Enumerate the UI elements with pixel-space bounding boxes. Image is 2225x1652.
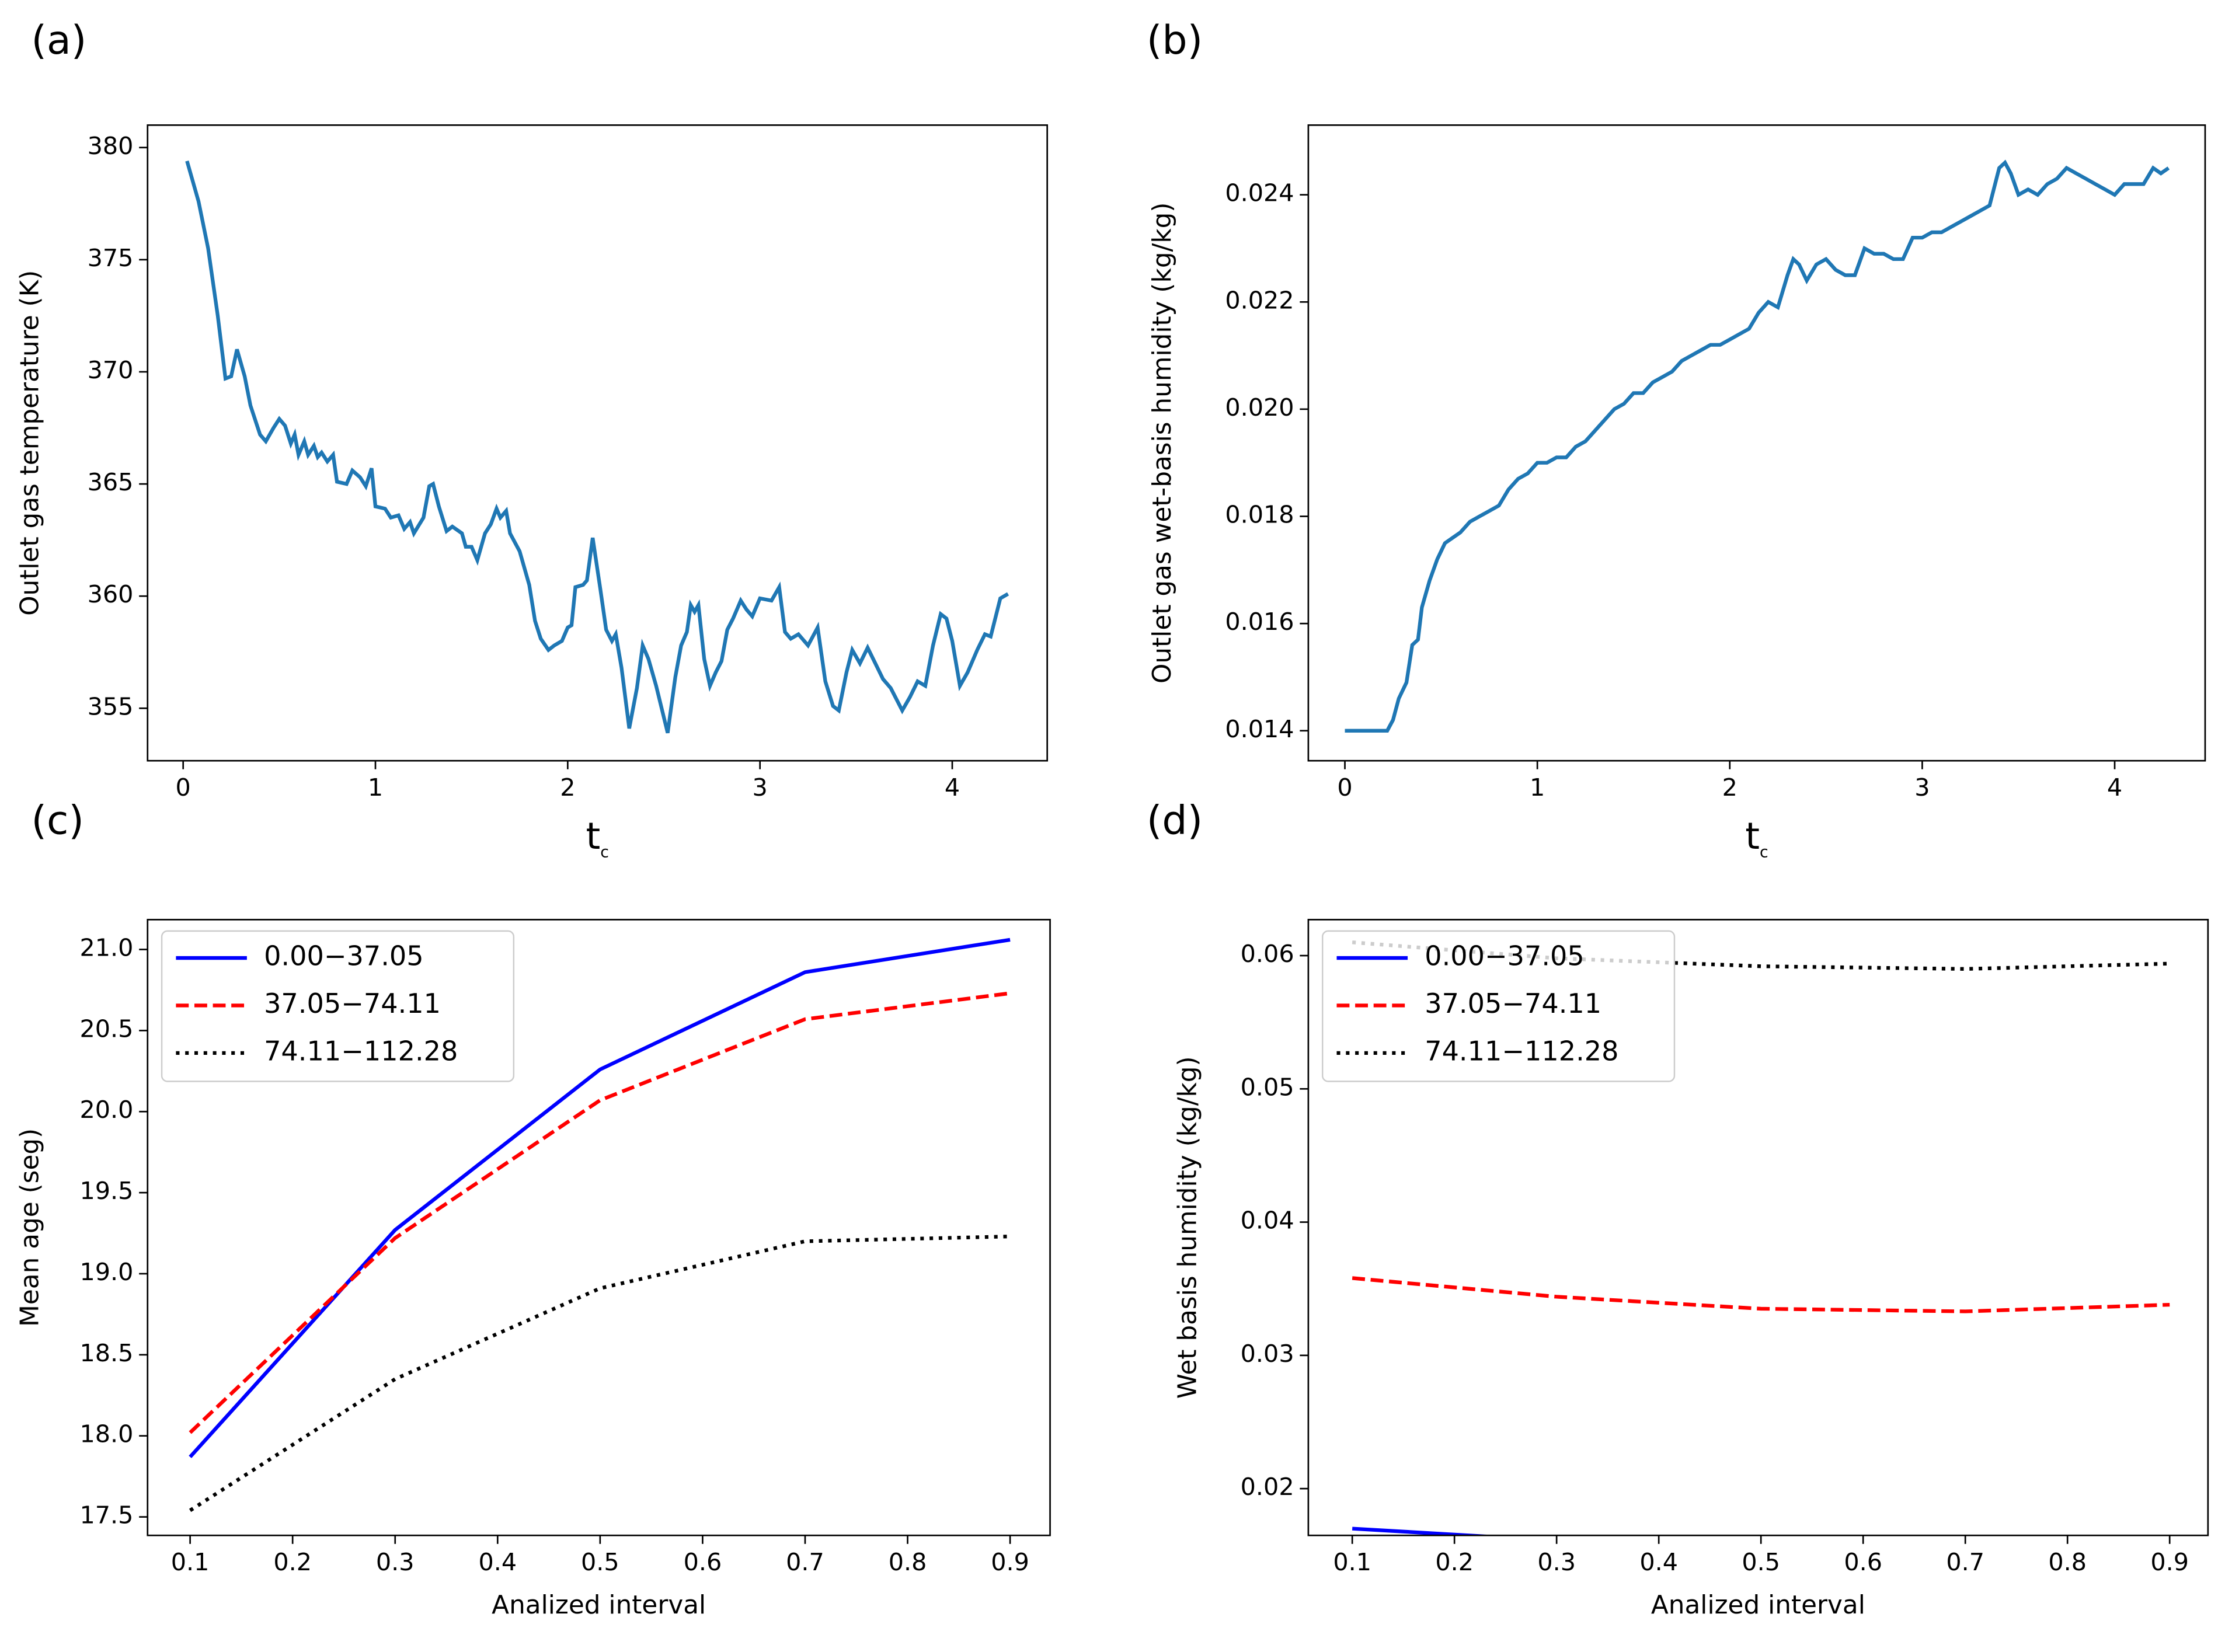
x-tick-label: 2 [1722,773,1737,801]
x-tick-label: 0.5 [581,1548,619,1576]
y-tick-label: 0.016 [1225,608,1294,636]
data-line [1345,159,2170,733]
y-tick-label: 0.018 [1225,501,1294,529]
x-tick-label: 0 [1337,773,1352,801]
panel-label: (a) [31,18,86,64]
x-tick-label: 0.9 [2150,1548,2189,1576]
x-tick-label: 0.1 [1333,1548,1371,1576]
x-tick-label: 0.7 [1946,1548,1984,1576]
y-tick-label: 20.0 [80,1096,134,1124]
y-tick-label: 21.0 [80,934,134,962]
x-tick-label: 0.7 [786,1548,824,1576]
y-tick-label: 20.5 [80,1015,134,1043]
y-axis-label: Outlet gas temperature (K) [15,270,44,616]
y-tick-label: 0.03 [1241,1340,1294,1368]
y-tick-label: 0.05 [1241,1073,1294,1101]
axes-frame [147,919,1051,1536]
x-axis-label-main: t [586,814,600,858]
y-tick-label: 360 [88,580,134,608]
legend-label: 74.11−112.28 [264,1035,458,1067]
legend-box [1321,930,1676,1082]
axes-frame [1307,919,2209,1536]
y-tick-label: 0.020 [1225,393,1294,421]
x-tick-label: 0.2 [273,1548,312,1576]
x-axis-label-sub: c [1760,843,1768,861]
x-axis-label: tc [586,814,608,862]
data-line [185,160,1009,734]
x-tick-label: 0.6 [1844,1548,1882,1576]
y-tick-label: 0.022 [1225,286,1294,314]
axes-frame [1307,124,2206,762]
x-tick-label: 3 [1914,773,1930,801]
y-tick-label: 0.06 [1241,940,1294,968]
x-axis-label: Analized interval [492,1590,706,1620]
y-tick-label: 17.5 [80,1501,134,1529]
legend-label: 0.00−37.05 [264,940,424,972]
y-tick-label: 0.014 [1225,715,1294,743]
x-tick-label: 2 [560,773,575,801]
y-tick-label: 365 [88,468,134,496]
data-line [189,937,1011,1458]
legend-box [161,930,515,1082]
x-tick-label: 4 [945,773,960,801]
y-tick-label: 370 [88,356,134,384]
y-tick-label: 18.0 [80,1420,134,1448]
x-tick-label: 1 [368,773,383,801]
x-tick-label: 0.6 [684,1548,722,1576]
legend-label: 37.05−74.11 [1425,988,1601,1019]
y-tick-label: 0.04 [1241,1207,1294,1235]
legend-label: 37.05−74.11 [264,988,441,1019]
x-tick-label: 4 [2107,773,2122,801]
x-tick-label: 0.4 [1639,1548,1678,1576]
x-axis-label: tc [1745,814,1768,862]
x-axis-label: Analized interval [1651,1590,1865,1620]
x-tick-label: 0.4 [478,1548,517,1576]
x-tick-label: 3 [753,773,768,801]
legend-label: 74.11−112.28 [1425,1035,1618,1067]
axes-frame [147,124,1049,762]
x-tick-label: 0.5 [1742,1548,1780,1576]
x-tick-label: 1 [1530,773,1545,801]
x-tick-label: 0 [176,773,191,801]
x-tick-label: 0.3 [376,1548,415,1576]
y-tick-label: 19.5 [80,1177,134,1205]
y-tick-label: 380 [88,132,134,160]
data-line [1352,1276,2170,1313]
x-tick-label: 0.8 [889,1548,927,1576]
y-axis-label: Wet basis humidity (kg/kg) [1173,1056,1203,1399]
x-tick-label: 0.1 [171,1548,210,1576]
panel-label: (b) [1147,18,1203,64]
y-axis-label: Outlet gas wet-basis humidity (kg/kg) [1147,203,1177,684]
y-axis-label: Mean age (seg) [15,1128,44,1327]
x-tick-label: 0.9 [991,1548,1029,1576]
x-tick-label: 0.3 [1537,1548,1576,1576]
y-tick-label: 375 [88,244,134,272]
legend-label: 0.00−37.05 [1425,940,1585,972]
y-tick-label: 18.5 [80,1339,134,1367]
y-tick-label: 355 [88,692,134,720]
data-line [189,991,1011,1434]
y-tick-label: 0.02 [1241,1473,1294,1501]
y-tick-label: 19.0 [80,1258,134,1286]
panel-label: (d) [1147,798,1203,844]
x-axis-label-main: t [1745,814,1760,858]
data-line [189,1234,1011,1512]
x-tick-label: 0.8 [2048,1548,2087,1576]
x-tick-label: 0.2 [1435,1548,1474,1576]
panel-label: (c) [31,798,84,844]
x-axis-label-sub: c [600,843,609,861]
y-tick-label: 0.024 [1225,179,1294,207]
